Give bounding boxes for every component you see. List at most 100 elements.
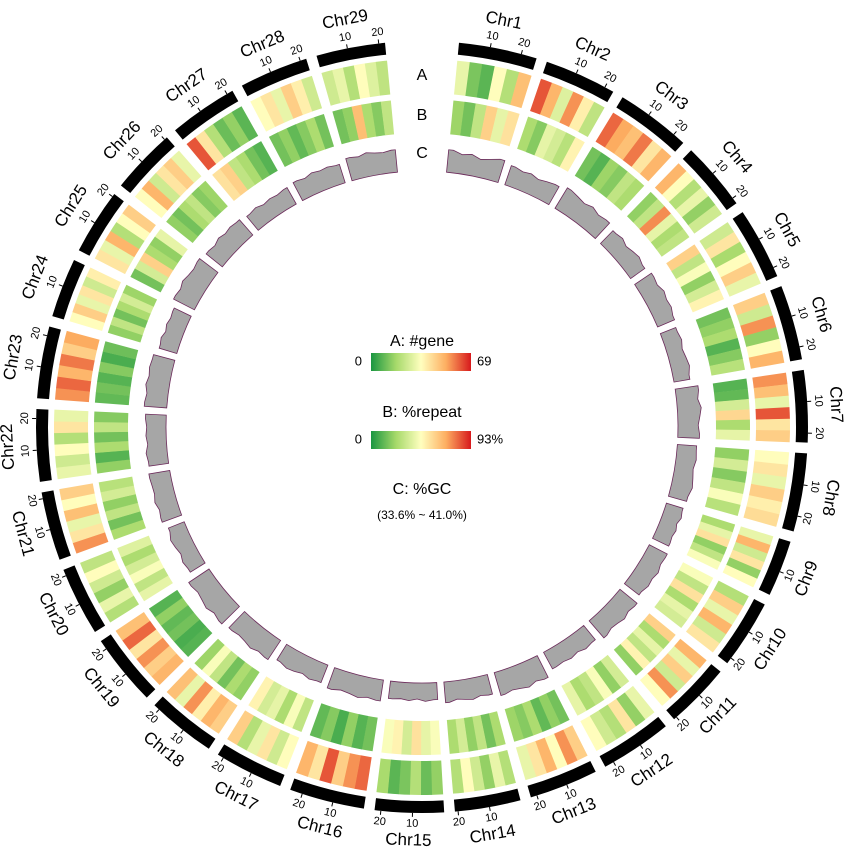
repeat-cell — [102, 493, 138, 512]
repeat-cell — [626, 191, 658, 223]
repeat-cell — [538, 693, 561, 729]
gene-cell — [580, 715, 607, 752]
gene-cell — [675, 187, 709, 218]
tick-mark — [803, 484, 808, 487]
repeat-cell — [680, 270, 716, 296]
tick-label: 20 — [29, 326, 44, 341]
gene-cell — [743, 327, 780, 348]
gene-cell — [204, 123, 233, 158]
chromosome-ideogram — [682, 150, 737, 211]
gene-cell — [754, 449, 790, 466]
gene-cell — [59, 483, 95, 501]
repeat-cell — [714, 447, 750, 461]
repeat-cell — [95, 450, 130, 464]
gene-cell — [183, 681, 214, 715]
repeat-cell — [704, 496, 741, 517]
gene-cell — [231, 106, 259, 142]
gene-cell — [661, 171, 695, 203]
repeat-cell — [227, 156, 256, 191]
repeat-cell — [117, 535, 153, 558]
repeat-cell — [122, 284, 158, 307]
repeat-cell — [98, 476, 134, 493]
repeat-cell — [471, 715, 488, 751]
chromosome-ideogram — [316, 42, 387, 68]
repeat-cell — [674, 569, 709, 596]
repeat-cell — [232, 666, 260, 701]
tick-mark — [38, 498, 43, 500]
chromosome-ideogram — [217, 744, 285, 786]
chromosome-ideogram — [599, 716, 666, 767]
repeat-cell — [470, 103, 488, 139]
repeat-cell — [632, 626, 664, 657]
gc-area — [659, 327, 691, 383]
tick-mark — [640, 744, 644, 749]
repeat-cell — [94, 421, 129, 433]
gene-cell — [746, 338, 783, 358]
repeat-cell — [715, 429, 750, 441]
gene-cell — [110, 221, 145, 250]
tick-label: 20 — [95, 181, 112, 198]
tick-mark — [220, 757, 224, 762]
repeat-cell — [714, 399, 750, 412]
gc-area — [188, 568, 241, 625]
repeat-cell — [697, 521, 733, 541]
tick-mark — [648, 111, 652, 116]
repeat-cell — [100, 485, 136, 503]
repeat-cell — [633, 198, 665, 230]
gene-cell — [54, 442, 90, 457]
repeat-cell — [585, 666, 613, 700]
gene-cell — [497, 749, 516, 786]
gene-cell — [755, 430, 790, 443]
tick-label: 20 — [731, 656, 748, 673]
repeat-cell — [94, 431, 129, 443]
chromosome-ideogram — [100, 634, 156, 698]
repeat-cell — [613, 178, 645, 211]
gene-cell — [607, 698, 637, 734]
repeat-cell — [513, 703, 534, 739]
repeat-cell — [643, 613, 676, 643]
tick-label: 20 — [48, 572, 64, 588]
gene-cell — [88, 568, 125, 594]
tick-label: 20 — [209, 759, 226, 776]
gene-cell — [549, 86, 574, 123]
tick-mark — [248, 772, 252, 777]
gene-cell — [246, 720, 272, 756]
gene-cell — [720, 262, 757, 288]
repeat-cell — [120, 543, 156, 567]
repeat-cell — [517, 116, 539, 153]
gene-cell — [732, 541, 768, 563]
gene-cell — [290, 79, 313, 116]
repeat-cell — [125, 551, 160, 576]
repeat-cell — [582, 152, 611, 187]
gene-cell — [510, 72, 532, 109]
repeat-cell — [201, 644, 232, 677]
gene-cell — [115, 612, 151, 641]
tick-label: 20 — [675, 717, 692, 734]
gene-cell — [738, 526, 774, 546]
chromosome-label: Chr7 — [826, 386, 844, 424]
tick-mark — [45, 529, 51, 532]
tick-mark — [300, 793, 303, 798]
repeat-cell — [420, 720, 431, 755]
gene-cell — [209, 699, 238, 734]
repeat-cell — [341, 106, 360, 142]
gene-cell — [342, 65, 361, 101]
repeat-cell — [620, 638, 651, 670]
tick-label: 20 — [517, 36, 532, 51]
tick-mark — [575, 69, 579, 74]
gene-cell — [61, 342, 98, 361]
gc-area — [634, 272, 676, 328]
chromosome-ideogram — [791, 369, 809, 443]
gene-cell — [713, 580, 749, 607]
gene-cell — [654, 163, 687, 195]
repeat-cell — [429, 720, 441, 755]
repeat-cell — [654, 599, 688, 628]
gene-cell — [729, 549, 765, 571]
repeat-cell — [172, 207, 204, 237]
repeat-cell — [666, 244, 701, 272]
gene-cell — [668, 179, 702, 210]
repeat-cell — [361, 715, 378, 752]
tick-mark — [90, 220, 95, 224]
tick-label: 10 — [638, 746, 655, 763]
chromosome-ideogram — [52, 259, 85, 320]
